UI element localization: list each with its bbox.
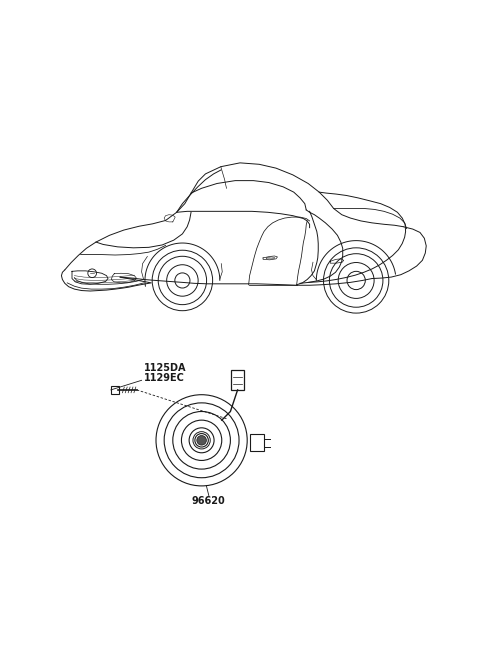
Bar (250, 434, 264, 451)
Circle shape (197, 436, 206, 445)
Text: 1129EC: 1129EC (144, 373, 185, 383)
Text: 96620: 96620 (192, 495, 226, 506)
Text: 1125DA: 1125DA (144, 364, 187, 373)
